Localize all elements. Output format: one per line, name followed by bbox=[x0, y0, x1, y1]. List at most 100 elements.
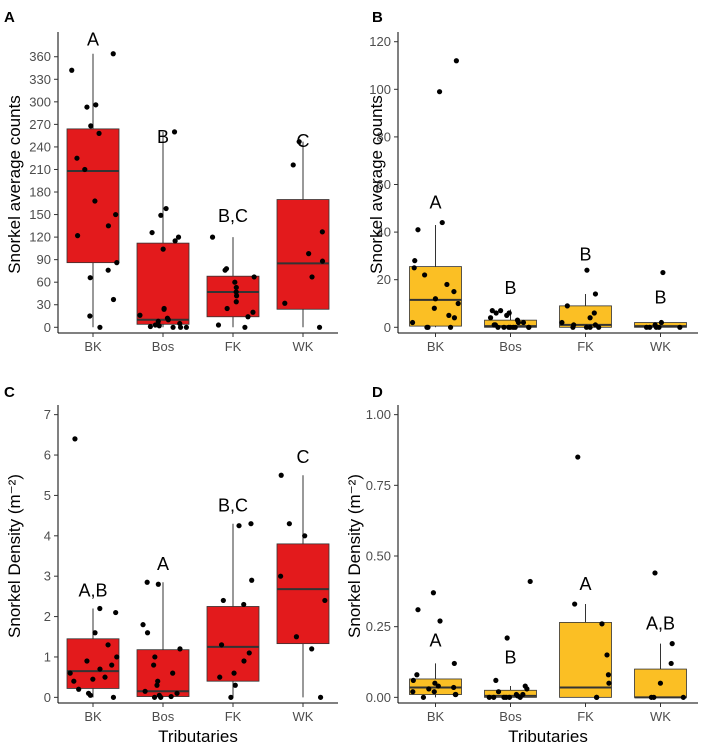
x-tick-label: WK bbox=[650, 709, 671, 724]
data-point bbox=[144, 630, 151, 636]
data-point bbox=[652, 570, 658, 576]
y-tick-label: 150 bbox=[29, 207, 51, 222]
data-point bbox=[92, 630, 98, 636]
data-point bbox=[451, 660, 457, 667]
data-point bbox=[161, 306, 167, 312]
data-point bbox=[583, 324, 590, 330]
data-point bbox=[412, 258, 418, 264]
data-point bbox=[591, 310, 597, 316]
data-point bbox=[113, 609, 119, 616]
data-point bbox=[605, 672, 612, 678]
data-point bbox=[486, 694, 492, 700]
data-point bbox=[451, 315, 458, 321]
data-point bbox=[455, 300, 461, 307]
data-point bbox=[175, 234, 182, 240]
x-tick-label: Bos bbox=[152, 339, 175, 354]
data-point bbox=[286, 521, 292, 527]
data-point bbox=[658, 319, 665, 326]
data-point bbox=[245, 314, 251, 320]
data-point bbox=[593, 694, 600, 700]
data-point bbox=[411, 265, 417, 271]
y-tick-label: 3 bbox=[44, 569, 51, 584]
y-tick-label: 60 bbox=[37, 275, 51, 290]
data-point bbox=[233, 284, 239, 291]
data-point bbox=[90, 676, 96, 682]
data-point bbox=[84, 658, 90, 664]
y-tick-label: 40 bbox=[377, 225, 391, 240]
data-point bbox=[105, 267, 111, 273]
data-point bbox=[163, 205, 169, 212]
significance-letter: A bbox=[157, 554, 169, 574]
data-point bbox=[517, 694, 523, 700]
data-point bbox=[96, 130, 102, 136]
y-tick-label: 5 bbox=[44, 488, 51, 503]
data-point bbox=[302, 533, 308, 539]
data-point bbox=[491, 694, 497, 700]
data-point bbox=[110, 296, 117, 303]
data-point bbox=[209, 234, 216, 240]
significance-letter: B bbox=[504, 647, 516, 667]
data-point bbox=[158, 212, 164, 218]
y-tick-label: 0.00 bbox=[366, 690, 391, 705]
data-point bbox=[93, 102, 99, 108]
data-point bbox=[520, 319, 527, 326]
data-point bbox=[446, 312, 452, 318]
data-point bbox=[524, 686, 530, 692]
significance-letter: A bbox=[579, 574, 591, 594]
data-point bbox=[293, 634, 300, 640]
panel-label: A bbox=[4, 9, 15, 26]
data-point bbox=[653, 324, 659, 330]
data-point bbox=[604, 652, 610, 658]
y-axis-title: Snorkel Density (m⁻²) bbox=[345, 474, 364, 638]
y-tick-label: 0.25 bbox=[366, 619, 391, 634]
data-point bbox=[87, 692, 94, 698]
data-point bbox=[215, 322, 222, 328]
data-point bbox=[452, 691, 458, 698]
data-point bbox=[495, 324, 501, 330]
data-point bbox=[432, 680, 438, 686]
data-point bbox=[425, 324, 431, 330]
data-point bbox=[432, 296, 439, 302]
box-bos bbox=[136, 242, 190, 325]
data-point bbox=[651, 694, 657, 700]
data-point bbox=[114, 260, 120, 266]
y-tick-label: 100 bbox=[369, 82, 391, 97]
data-point bbox=[251, 274, 257, 280]
data-point bbox=[224, 305, 230, 312]
x-tick-label: WK bbox=[293, 709, 314, 724]
data-point bbox=[584, 267, 590, 273]
data-point bbox=[498, 308, 504, 314]
data-point bbox=[155, 678, 161, 684]
data-point bbox=[575, 454, 581, 460]
x-tick-label: BK bbox=[84, 339, 102, 354]
data-point bbox=[156, 323, 162, 329]
data-point bbox=[158, 694, 164, 700]
data-point bbox=[140, 622, 146, 628]
box-wk bbox=[276, 199, 330, 310]
y-tick-label: 180 bbox=[29, 185, 51, 200]
data-point bbox=[515, 319, 522, 326]
y-tick-label: 360 bbox=[29, 49, 51, 64]
x-tick-label: FK bbox=[225, 339, 242, 354]
data-point bbox=[487, 315, 494, 321]
y-tick-label: 80 bbox=[377, 129, 391, 144]
data-point bbox=[177, 324, 184, 330]
data-point bbox=[72, 436, 78, 442]
data-point bbox=[110, 694, 117, 700]
data-point bbox=[113, 211, 119, 218]
data-point bbox=[422, 272, 428, 278]
significance-letter: B,C bbox=[218, 206, 248, 226]
data-point bbox=[88, 123, 94, 129]
y-axis-title: Snorkel average counts bbox=[367, 95, 386, 274]
data-point bbox=[172, 238, 178, 244]
x-tick-label: Bos bbox=[152, 709, 175, 724]
x-tick-label: FK bbox=[577, 339, 594, 354]
data-point bbox=[527, 578, 533, 585]
data-point bbox=[109, 662, 115, 668]
data-point bbox=[220, 597, 226, 604]
data-point bbox=[415, 607, 421, 613]
data-point bbox=[222, 267, 228, 273]
panel-d: D 0.00 0.25 0.50 0.75 1.00 Snorkel Density (m⁻… bbox=[345, 384, 698, 746]
data-point bbox=[319, 258, 326, 264]
data-point bbox=[495, 689, 502, 695]
